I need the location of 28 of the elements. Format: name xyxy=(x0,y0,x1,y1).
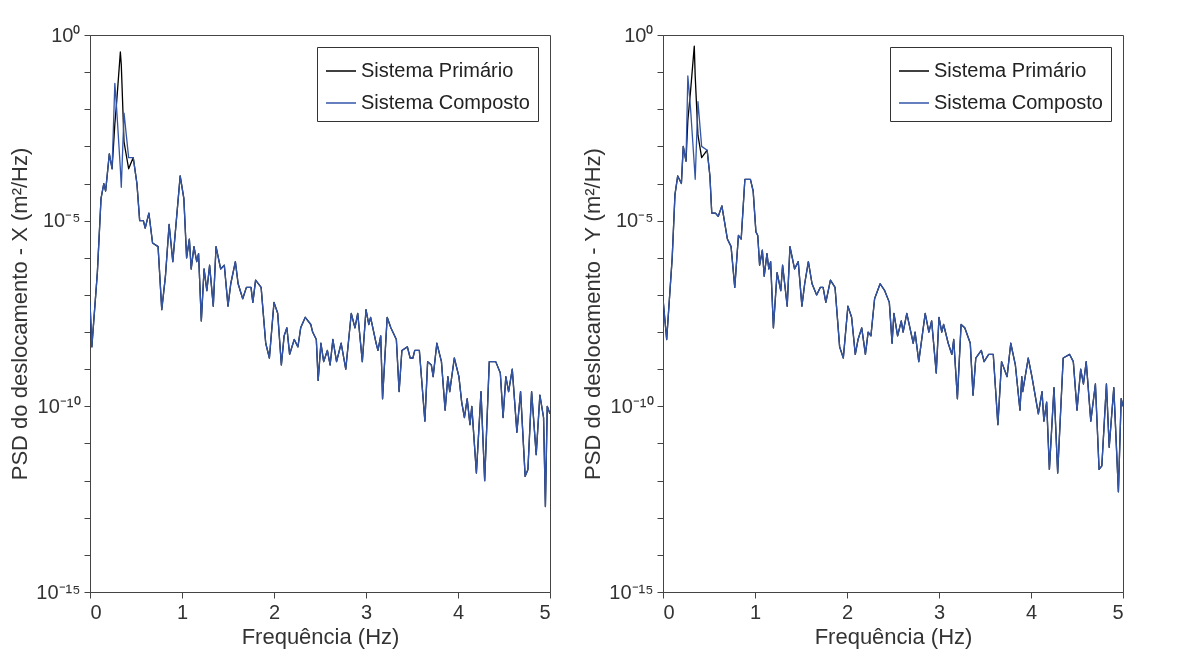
y-axis-title: PSD do deslocamento - X (m²/Hz) xyxy=(7,147,33,481)
y-tick-label: 10⁻¹⁵ xyxy=(609,580,654,603)
y-tick-label: 10⁰ xyxy=(624,23,654,46)
x-tick-label: 5 xyxy=(539,600,551,623)
y-tick-label: 10⁻¹⁰ xyxy=(37,394,81,417)
x-tick-label: 0 xyxy=(90,600,102,623)
x-tick-label: 1 xyxy=(176,600,189,623)
legend-label: Sistema Composto xyxy=(934,91,1103,113)
x-axis-title: Frequência (Hz) xyxy=(241,623,400,649)
x-tick-label: 4 xyxy=(1025,600,1038,623)
y-tick-label: 10⁰ xyxy=(51,23,81,46)
x-axis-title: Frequência (Hz) xyxy=(814,623,973,649)
x-tick-label: 3 xyxy=(933,600,946,623)
y-tick-label: 10⁻¹⁰ xyxy=(610,394,654,417)
x-tick-label: 1 xyxy=(749,600,762,623)
x-tick-label: 4 xyxy=(452,600,465,623)
legend-label: Sistema Primário xyxy=(361,59,514,81)
legend-label: Sistema Primário xyxy=(934,59,1087,81)
x-tick-label: 0 xyxy=(663,600,675,623)
y-tick-label: 10⁻⁵ xyxy=(615,209,654,232)
x-tick-label: 3 xyxy=(360,600,373,623)
x-tick-label: 2 xyxy=(268,600,281,623)
legend-label: Sistema Composto xyxy=(361,91,530,113)
y-tick-label: 10⁻⁵ xyxy=(42,209,81,232)
x-tick-label: 2 xyxy=(841,600,854,623)
x-tick-label: 5 xyxy=(1112,600,1124,623)
y-axis-title: PSD do deslocamento - Y (m²/Hz) xyxy=(580,148,606,480)
y-tick-label: 10⁻¹⁵ xyxy=(36,580,81,603)
